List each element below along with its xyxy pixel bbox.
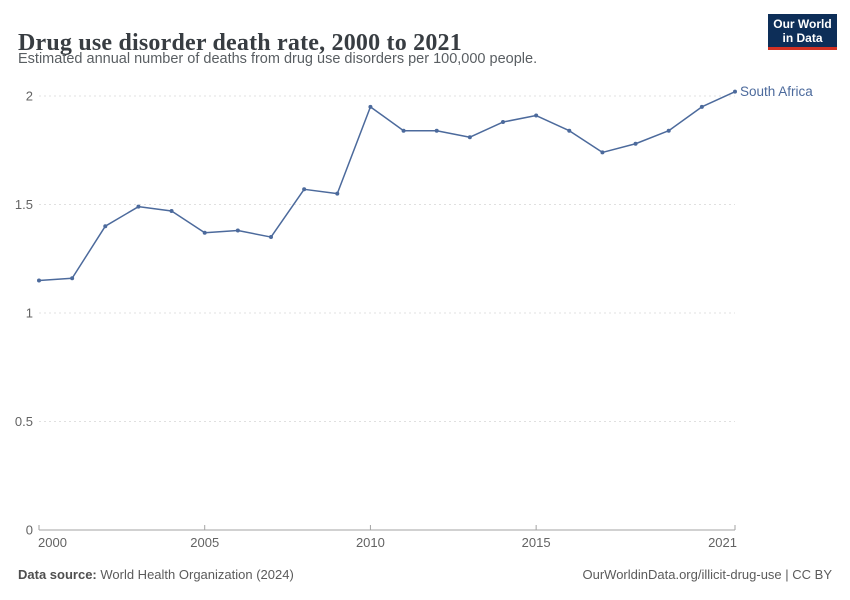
y-tick-label: 0 xyxy=(26,523,33,538)
data-point[interactable] xyxy=(733,89,737,94)
data-point[interactable] xyxy=(368,104,373,109)
x-tick-label: 2015 xyxy=(522,535,551,550)
owid-logo-line1: Our World xyxy=(773,16,832,31)
data-point[interactable] xyxy=(534,113,539,118)
data-point[interactable] xyxy=(169,209,174,214)
page-title: Drug use disorder death rate, 2000 to 20… xyxy=(18,30,462,57)
series-end-label[interactable]: South Africa xyxy=(740,84,813,99)
x-tick-label: 2010 xyxy=(356,535,385,550)
data-source-label: Data source: xyxy=(18,567,97,582)
data-point[interactable] xyxy=(235,228,240,233)
data-point[interactable] xyxy=(37,278,41,283)
data-point[interactable] xyxy=(434,128,439,133)
data-point[interactable] xyxy=(666,128,671,133)
data-point[interactable] xyxy=(70,276,75,281)
data-source-text: World Health Organization (2024) xyxy=(96,567,294,582)
owid-logo[interactable]: Our World in Data xyxy=(768,14,837,50)
y-tick-label: 0.5 xyxy=(15,414,33,429)
owid-logo-line2: in Data xyxy=(782,30,823,45)
data-point[interactable] xyxy=(202,230,207,235)
data-point[interactable] xyxy=(136,204,141,209)
x-tick-label: 2000 xyxy=(38,535,67,550)
y-tick-label: 1.5 xyxy=(15,197,33,212)
chart-subtitle: Estimated annual number of deaths from d… xyxy=(18,51,538,67)
data-point[interactable] xyxy=(269,235,273,240)
data-point[interactable] xyxy=(302,187,307,192)
x-tick-label: 2021 xyxy=(708,535,737,550)
y-tick-label: 1 xyxy=(26,306,33,321)
data-point[interactable] xyxy=(600,150,605,155)
data-point[interactable] xyxy=(633,141,638,146)
data-point[interactable] xyxy=(467,135,472,140)
data-point[interactable] xyxy=(335,191,340,196)
data-point[interactable] xyxy=(103,224,108,229)
data-point[interactable] xyxy=(699,104,704,109)
x-tick-label: 2005 xyxy=(190,535,219,550)
credit-link[interactable]: OurWorldinData.org/illicit-drug-use | CC… xyxy=(582,567,833,582)
series-line xyxy=(38,90,736,282)
y-tick-label: 2 xyxy=(26,89,33,104)
data-point[interactable] xyxy=(567,128,572,133)
data-source-note: Data source: World Health Organization (… xyxy=(18,567,294,582)
data-point[interactable] xyxy=(501,120,505,125)
data-point[interactable] xyxy=(401,128,406,133)
